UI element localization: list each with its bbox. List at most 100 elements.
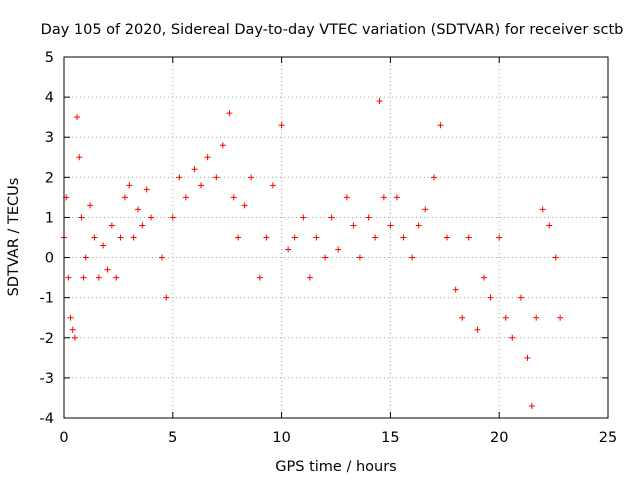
y-axis-label: SDTVAR / TECUs xyxy=(6,178,22,297)
data-point xyxy=(509,334,516,341)
data-point xyxy=(182,194,189,201)
data-point xyxy=(502,314,509,321)
data-point xyxy=(169,214,176,221)
data-point xyxy=(387,222,394,229)
data-point xyxy=(256,274,263,281)
data-point xyxy=(487,294,494,301)
data-point xyxy=(524,354,531,361)
y-tick-label: 4 xyxy=(45,90,54,106)
data-point xyxy=(241,202,248,209)
data-point xyxy=(126,182,133,189)
data-point xyxy=(278,122,285,129)
y-tick-label: -4 xyxy=(40,411,54,427)
data-point xyxy=(480,274,487,281)
data-point xyxy=(163,294,170,301)
data-point xyxy=(143,186,150,193)
data-point xyxy=(100,242,107,249)
data-point xyxy=(130,234,137,241)
x-tick-label: 25 xyxy=(599,430,617,446)
data-point xyxy=(356,254,363,261)
y-tick-label: 1 xyxy=(45,210,54,226)
data-point xyxy=(393,194,400,201)
y-tick-label: -3 xyxy=(40,371,54,387)
data-point xyxy=(71,334,78,341)
data-point xyxy=(328,214,335,221)
data-point xyxy=(409,254,416,261)
y-tick-label: 5 xyxy=(45,50,54,66)
data-point xyxy=(285,246,292,253)
data-point xyxy=(517,294,524,301)
data-point xyxy=(230,194,237,201)
data-point xyxy=(204,154,211,161)
data-point xyxy=(67,314,74,321)
data-point xyxy=(343,194,350,201)
data-point xyxy=(552,254,559,261)
data-point xyxy=(300,214,307,221)
data-point xyxy=(269,182,276,189)
y-tick-label: -1 xyxy=(40,291,54,307)
x-axis-label: GPS time / hours xyxy=(275,459,396,475)
data-point xyxy=(372,234,379,241)
data-point xyxy=(104,266,111,273)
data-point xyxy=(465,234,472,241)
data-point xyxy=(546,222,553,229)
data-point xyxy=(474,326,481,333)
data-point xyxy=(148,214,155,221)
data-point xyxy=(91,234,98,241)
data-point xyxy=(226,110,233,117)
data-point xyxy=(350,222,357,229)
y-tick-label: 0 xyxy=(45,251,54,267)
data-point xyxy=(459,314,466,321)
axis-ticks: 0 5 10 15 20 25 -4 -3 -2 -1 0 1 2 3 4 5 xyxy=(40,50,618,446)
data-point xyxy=(452,286,459,293)
data-point xyxy=(533,314,540,321)
data-point xyxy=(313,234,320,241)
data-point xyxy=(121,194,128,201)
data-point xyxy=(557,314,564,321)
data-point xyxy=(80,274,87,281)
x-tick-label: 0 xyxy=(59,430,68,446)
data-point xyxy=(74,114,81,121)
data-point xyxy=(430,174,437,181)
x-tick-label: 5 xyxy=(168,430,177,446)
data-point xyxy=(87,202,94,209)
data-point xyxy=(65,274,72,281)
data-point xyxy=(248,174,255,181)
data-point xyxy=(191,166,198,173)
data-point xyxy=(235,234,242,241)
chart-title: Day 105 of 2020, Sidereal Day-to-day VTE… xyxy=(41,22,624,38)
data-point xyxy=(69,326,76,333)
x-tick-label: 20 xyxy=(490,430,508,446)
data-point xyxy=(400,234,407,241)
data-point xyxy=(528,402,535,409)
data-points xyxy=(61,98,564,409)
data-point xyxy=(95,274,102,281)
y-tick-label: 2 xyxy=(45,170,54,186)
data-point xyxy=(496,234,503,241)
data-point xyxy=(108,222,115,229)
x-tick-label: 10 xyxy=(272,430,290,446)
data-point xyxy=(539,206,546,213)
data-point xyxy=(219,142,226,149)
data-point xyxy=(291,234,298,241)
y-tick-label: -2 xyxy=(40,331,54,347)
data-point xyxy=(365,214,372,221)
data-point xyxy=(415,222,422,229)
data-point xyxy=(335,246,342,253)
data-point xyxy=(422,206,429,213)
data-point xyxy=(306,274,313,281)
data-point xyxy=(158,254,165,261)
data-point xyxy=(82,254,89,261)
data-point xyxy=(176,174,183,181)
data-point xyxy=(117,234,124,241)
data-point xyxy=(322,254,329,261)
data-point xyxy=(78,214,85,221)
data-point xyxy=(134,206,141,213)
grid-lines xyxy=(64,57,608,418)
data-point xyxy=(198,182,205,189)
data-point xyxy=(139,222,146,229)
y-tick-label: 3 xyxy=(45,130,54,146)
data-point xyxy=(113,274,120,281)
plot-frame xyxy=(63,56,609,419)
